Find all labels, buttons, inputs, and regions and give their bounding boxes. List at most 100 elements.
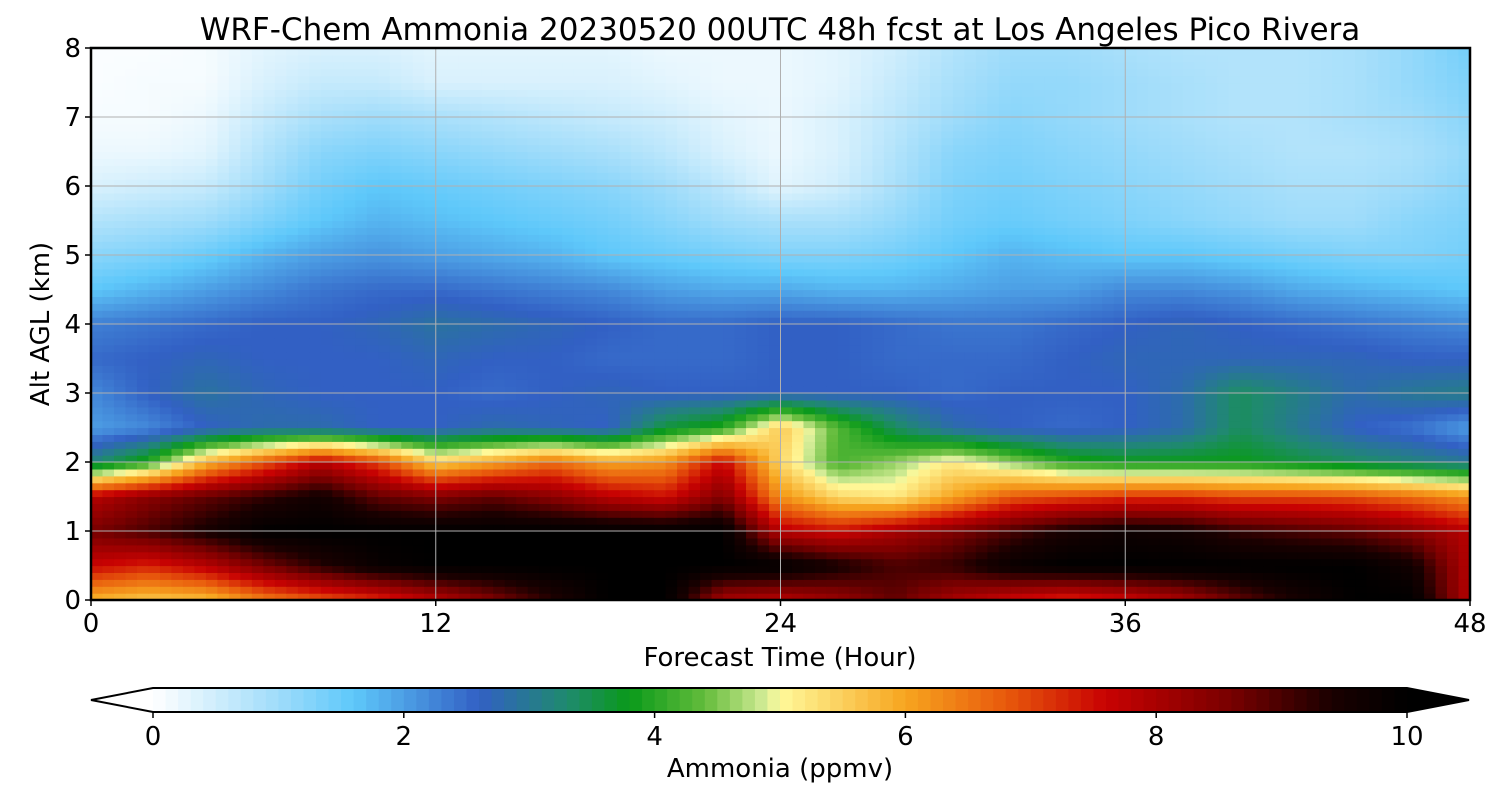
heatmap-cell bbox=[470, 503, 483, 511]
heatmap-cell bbox=[458, 586, 471, 594]
heatmap-cell bbox=[929, 510, 942, 518]
heatmap-cell bbox=[952, 399, 965, 408]
heatmap-cell bbox=[952, 565, 965, 573]
heatmap-cell bbox=[998, 324, 1011, 332]
heatmap-cell bbox=[1389, 455, 1402, 463]
heatmap-cell bbox=[826, 517, 839, 525]
heatmap-cell bbox=[1194, 593, 1207, 600]
heatmap-cell bbox=[1343, 510, 1356, 518]
heatmap-cell bbox=[1309, 544, 1322, 553]
heatmap-cell bbox=[918, 420, 931, 429]
heatmap-cell bbox=[665, 310, 678, 318]
heatmap-cell bbox=[757, 434, 770, 442]
heatmap-cell bbox=[837, 386, 851, 394]
heatmap-cell bbox=[1251, 351, 1264, 360]
heatmap-cell bbox=[883, 579, 897, 587]
heatmap-cell bbox=[1424, 413, 1437, 422]
heatmap-cell bbox=[286, 358, 299, 366]
heatmap-cell bbox=[1044, 365, 1057, 373]
heatmap-cell bbox=[1412, 468, 1425, 477]
heatmap-cell bbox=[355, 593, 368, 600]
heatmap-cell bbox=[343, 475, 356, 484]
heatmap-cell bbox=[596, 448, 609, 456]
heatmap-cell bbox=[746, 324, 759, 332]
heatmap-cell bbox=[665, 565, 678, 573]
heatmap-cell bbox=[1458, 455, 1470, 463]
heatmap-cell bbox=[654, 482, 667, 491]
heatmap-cell bbox=[389, 489, 402, 498]
heatmap-cell bbox=[1171, 537, 1184, 546]
heatmap-cell bbox=[355, 510, 368, 518]
heatmap-cell bbox=[274, 386, 287, 394]
heatmap-cell bbox=[849, 503, 862, 511]
heatmap-cell bbox=[987, 427, 1000, 435]
heatmap-cell bbox=[746, 531, 759, 539]
heatmap-cell bbox=[1217, 544, 1230, 553]
heatmap-cell bbox=[1435, 324, 1448, 332]
heatmap-cell bbox=[1217, 365, 1230, 373]
heatmap-cell bbox=[205, 531, 219, 539]
heatmap-cell bbox=[378, 496, 391, 504]
heatmap-cell bbox=[228, 351, 241, 360]
heatmap-cell bbox=[263, 413, 276, 422]
heatmap-cell bbox=[1447, 358, 1460, 366]
heatmap-cell bbox=[1297, 517, 1310, 525]
heatmap-cell bbox=[366, 337, 379, 346]
heatmap-cell bbox=[148, 393, 161, 401]
heatmap-cell bbox=[102, 324, 115, 332]
heatmap-cell bbox=[1320, 544, 1333, 553]
heatmap-cell bbox=[228, 337, 241, 346]
heatmap-cell bbox=[148, 544, 161, 553]
heatmap-cell bbox=[148, 462, 161, 470]
heatmap-cell bbox=[1067, 462, 1080, 470]
heatmap-cell bbox=[1010, 365, 1023, 373]
heatmap-cell bbox=[723, 565, 736, 573]
heatmap-cell bbox=[780, 455, 793, 463]
heatmap-cell bbox=[113, 448, 127, 456]
heatmap-cell bbox=[1021, 489, 1034, 498]
heatmap-cell bbox=[136, 503, 150, 511]
heatmap-cell bbox=[883, 524, 897, 532]
heatmap-cell bbox=[1424, 344, 1437, 353]
heatmap-cell bbox=[1240, 441, 1253, 449]
heatmap-cell bbox=[952, 544, 965, 553]
heatmap-cell bbox=[113, 462, 127, 470]
heatmap-cell bbox=[297, 551, 310, 560]
heatmap-cell bbox=[343, 551, 356, 560]
heatmap-cell bbox=[378, 510, 391, 518]
heatmap-cell bbox=[573, 475, 586, 484]
heatmap-cell bbox=[1458, 386, 1470, 394]
heatmap-cell bbox=[309, 317, 322, 325]
heatmap-cell bbox=[1412, 475, 1425, 484]
heatmap-cell bbox=[125, 365, 138, 373]
heatmap-cell bbox=[1033, 393, 1046, 401]
heatmap-cell bbox=[435, 510, 448, 518]
heatmap-cell bbox=[619, 455, 632, 463]
heatmap-cell bbox=[251, 413, 264, 422]
heatmap-cell bbox=[182, 551, 196, 560]
heatmap-cell bbox=[217, 372, 230, 380]
heatmap-cell bbox=[102, 593, 115, 600]
heatmap-cell bbox=[1159, 386, 1172, 394]
heatmap-cell bbox=[309, 537, 322, 546]
heatmap-cell bbox=[941, 517, 954, 525]
heatmap-cell bbox=[102, 462, 115, 470]
heatmap-cell bbox=[171, 330, 184, 339]
heatmap-cell bbox=[1102, 379, 1115, 387]
heatmap-cell bbox=[343, 406, 356, 415]
heatmap-cell bbox=[883, 489, 897, 498]
heatmap-cell bbox=[470, 372, 483, 380]
heatmap-cell bbox=[975, 551, 988, 560]
heatmap-cell bbox=[1240, 406, 1253, 415]
heatmap-cell bbox=[182, 517, 196, 525]
heatmap-cell bbox=[113, 344, 127, 353]
heatmap-cell bbox=[631, 337, 644, 346]
heatmap-cell bbox=[91, 372, 104, 380]
heatmap-cell bbox=[1309, 510, 1322, 518]
heatmap-cell bbox=[194, 441, 207, 449]
heatmap-cell bbox=[148, 399, 161, 408]
heatmap-cell bbox=[975, 496, 988, 504]
heatmap-cell bbox=[378, 448, 391, 456]
heatmap-cell bbox=[343, 399, 356, 408]
heatmap-cell bbox=[171, 344, 184, 353]
